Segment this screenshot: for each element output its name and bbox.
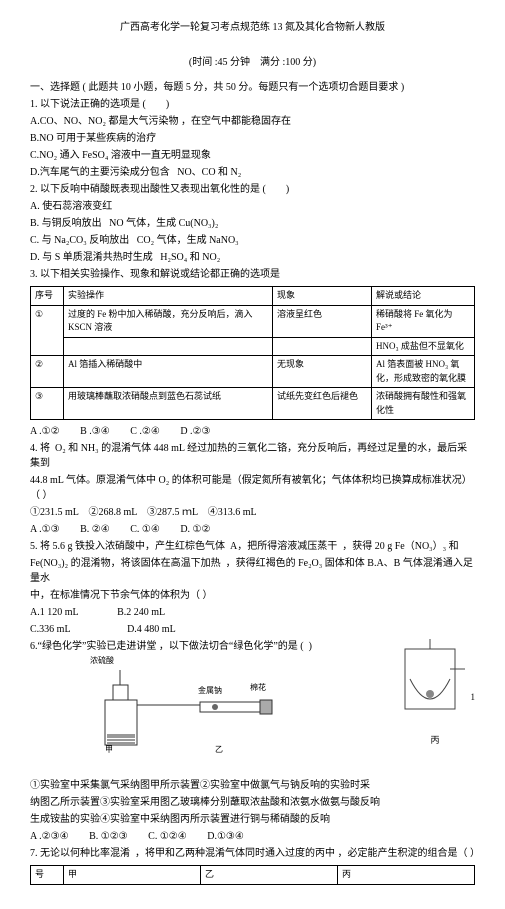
q3-stem: 3. 以下相关实验操作、现象和解说或结论都正确的选项是 <box>30 267 475 282</box>
q3-r2-ph: 无现象 <box>273 356 372 388</box>
q2-optC: C. 与 Na₂CO₃ 反响放出 CO₂ 气体，生成 NaNO₃ <box>30 233 475 248</box>
q3-r1-n: ① <box>31 305 64 356</box>
q5-stem2: Fe(NO₃)₂ 的混淆物，将该固体在高温下加热 ，获得红褐色的 Fe₂O₃ 固… <box>30 556 475 586</box>
q1-optC: C.NO₂ 通入 FeSO₄ 溶液中一直无明显现象 <box>30 148 475 163</box>
q3-r1b-con: HNO₃ 成盐但不显氧化 <box>372 337 475 356</box>
q4-optD: D. ①② <box>180 524 210 535</box>
q3-r1-op: 过度的 Fe 粉中加入稀硝酸，充分反响后，滴入 KSCN 溶液 <box>64 305 273 337</box>
q1-optA: A.CO、NO、NO₂ 都是大气污染物 ，在空气中都能稳固存在 <box>30 114 475 129</box>
q6-optA: A .②③④ <box>30 831 69 842</box>
q5-stem1: 5. 将 5.6 g 铁投入浓硝酸中，产生红棕色气体 A，把所得溶液减压蒸干 ，… <box>30 539 475 554</box>
q3-r3-op: 用玻璃棒蘸取浓硝酸点到蓝色石蕊试纸 <box>64 388 273 420</box>
q3-table: 序号 实验操作 现象 解说或结论 ① 过度的 Fe 粉中加入稀硝酸，充分反响后，… <box>30 286 475 420</box>
q7-h2: 甲 <box>64 866 201 885</box>
q3-r3-n: ③ <box>31 388 64 420</box>
q3-r3-ph: 试纸先变红色后褪色 <box>273 388 372 420</box>
q3-r2-op: Al 箔插入稀硝酸中 <box>64 356 273 388</box>
q3-optB: B .③④ <box>80 426 110 437</box>
q5-optB: B.2 240 mL <box>117 607 165 618</box>
q5-optC: C.336 mL <box>30 624 71 635</box>
section1-instructions: 一、选择题 ( 此题共 10 小题，每题 5 分，共 50 分。每题只有一个选项… <box>30 80 475 95</box>
q4-stem2: 44.8 mL 气体。原混淆气体中 O₂ 的体积可能是（假定氮所有被氧化；气体体… <box>30 473 475 503</box>
q3-r2-n: ② <box>31 356 64 388</box>
q3-optA: A .①② <box>30 426 60 437</box>
q7-h1: 号 <box>31 866 64 885</box>
q6-label-jia: 甲 <box>105 744 113 756</box>
q2-stem: 2. 以下反响中硝酸既表现出酸性又表现出氧化性的是 ( ) <box>30 182 475 197</box>
diagram-jiayi-svg <box>100 665 280 755</box>
q3-r3-con: 浓硝酸拥有酸性和强氧化性 <box>372 388 475 420</box>
q4-optB: B. ②④ <box>80 524 110 535</box>
q3-r1b-op <box>64 337 273 356</box>
q6-optD: D.①③④ <box>207 831 244 842</box>
diagram-bing-svg <box>395 639 475 729</box>
q4-choices: A .①③ B. ②④ C. ①④ D. ①② <box>30 522 475 537</box>
q7-table: 号 甲 乙 丙 <box>30 865 475 885</box>
q3-h4: 解说或结论 <box>372 287 475 306</box>
q6-lbl-na: 金属钠 <box>198 685 222 697</box>
q6-diagram-jiayi: 甲 乙 金属钠 棉花 浓硫酸 <box>90 660 290 770</box>
q6-label-bing: 丙 <box>395 734 475 748</box>
q6-choices: A .②③④ B. ①②③ C. ①②④ D.①③④ <box>30 829 475 844</box>
q5-optA: A.1 120 mL <box>30 607 79 618</box>
q2-optB: B. 与铜反响放出 NO 气体，生成 Cu(NO₃)₂ <box>30 216 475 231</box>
q3-h3: 现象 <box>273 287 372 306</box>
q6-lbl-cotton: 棉花 <box>250 682 266 694</box>
q4-optA: A .①③ <box>30 524 60 535</box>
q2-optA: A. 使石蕊溶液变红 <box>30 199 475 214</box>
q3-optC: C .②④ <box>130 426 160 437</box>
q1-stem: 1. 以下说法正确的选项是 ( ) <box>30 97 475 112</box>
q3-opts: A .①② B .③④ C .②④ D .②③ <box>30 424 475 439</box>
q3-r2-con: Al 箔表面被 HNO₃ 氧化，形成致密的氧化膜 <box>372 356 475 388</box>
q6-label-yi: 乙 <box>215 744 223 756</box>
q5-stem3: 中，在标准情况下节余气体的体积为（ ） <box>30 588 475 603</box>
q6-desc2: 纳图乙所示装置③实验室采用图乙玻璃棒分别蘸取浓盐酸和浓氨水做氨与酸反响 <box>30 795 475 810</box>
q4-opts: ①231.5 mL ②268.8 mL ③287.5 ｍL ④313.6 mL <box>30 505 475 520</box>
q3-r1-con: 稀硝酸将 Fe 氧化为 Fe³⁺ <box>372 305 475 337</box>
q3-r1b-ph <box>273 337 372 356</box>
doc-title: 广西高考化学一轮复习考点规范练 13 氮及其化合物新人教版 <box>30 20 475 35</box>
q6-lbl-acid: 浓硫酸 <box>90 655 114 667</box>
q1-optD: D.汽车尾气的主要污染成分包含 NO、CO 和 N₂ <box>30 165 475 180</box>
time-score: (时间 :45 分钟 满分 :100 分) <box>30 55 475 70</box>
q4-optC: C. ①④ <box>130 524 160 535</box>
q6-optB: B. ①②③ <box>89 831 128 842</box>
q5-choices-row1: A.1 120 mL B.2 240 mL <box>30 605 475 620</box>
q5-optD: D.4 480 mL <box>127 624 176 635</box>
q7-h3: 乙 <box>201 866 338 885</box>
q4-stem1: 4. 将 O₂ 和 NH₃ 的混淆气体 448 mL 经过加热的三氧化二铬，充分… <box>30 441 475 471</box>
page-number: 1 <box>471 691 476 705</box>
q6-desc1: ①实验室中采集氯气采纳图甲所示装置②实验室中做氯气与钠反响的实验时采 <box>30 778 475 793</box>
q3-r1-ph: 溶液呈红色 <box>273 305 372 337</box>
q2-optD: D. 与 S 单质混淆共热时生成 H₂SO₄ 和 NO₂ <box>30 250 475 265</box>
q3-optD: D .②③ <box>180 426 210 437</box>
q6-diagram-bing: 丙 <box>395 639 475 729</box>
q7-h4: 丙 <box>338 866 475 885</box>
q7-stem: 7. 无论以何种比率混淆 ，将甲和乙两种混淆气体同时通入过度的丙中 ，必定能产生… <box>30 846 475 861</box>
q5-choices-row2: C.336 mL D.4 480 mL <box>30 622 475 637</box>
q3-h2: 实验操作 <box>64 287 273 306</box>
q1-optB: B.NO 可用于某些疾病的治疗 <box>30 131 475 146</box>
q3-h1: 序号 <box>31 287 64 306</box>
q6-optC: C. ①②④ <box>148 831 187 842</box>
q6-desc3: 生成铵盐的实验④实验室中采纳图丙所示装置进行铜与稀硝酸的反响 <box>30 812 475 827</box>
